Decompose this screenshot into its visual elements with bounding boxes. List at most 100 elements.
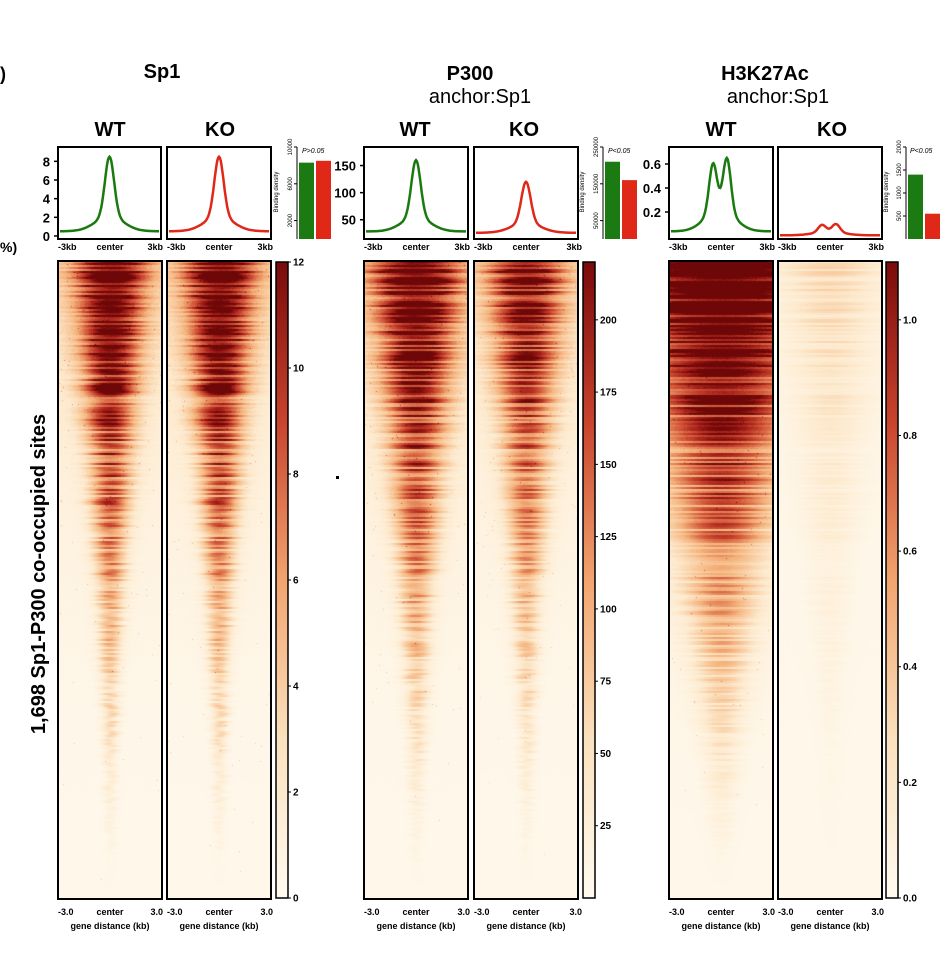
profile-x-tick: center <box>96 242 124 252</box>
profile-x-tick: -3kb <box>778 242 797 252</box>
heatmap-x-tick: 3.0 <box>762 907 775 917</box>
bar-y-tick-label: 1000 <box>897 186 903 200</box>
heatmap-wt: -3.0 center 3.0 gene distance (kb) <box>57 260 163 931</box>
condition-label-wt: WT <box>705 119 736 141</box>
bar-marks: 500 1000 1500 2000 <box>897 140 940 239</box>
profile-x-tick: 3kb <box>257 242 273 252</box>
bar-marks: 50000 150000 250000 <box>594 136 637 239</box>
heatmap-x-tick: 3.0 <box>569 907 582 917</box>
heatmap-cells-wt <box>669 261 773 899</box>
profile-x-tick: center <box>816 242 844 252</box>
heatmap-x-tick: center <box>512 907 540 917</box>
bar-marks: 2000 6000 10000 <box>288 138 331 239</box>
profile-y-ticks: 0.2 0.4 0.6 <box>643 157 669 220</box>
bar-y-tick-label: 10000 <box>288 138 294 155</box>
colorbar-tick-label: 8 <box>293 470 299 481</box>
heatmap-cells-ko <box>167 261 271 899</box>
group-title: P300 <box>447 63 494 85</box>
heatmap-x-tick: -3.0 <box>58 907 74 917</box>
colorbar-tick-label: 0.2 <box>903 778 917 789</box>
profile-y-tick-label: 100 <box>334 186 356 201</box>
colorbar-tick-label: 6 <box>293 576 299 587</box>
group-subtitle: anchor:Sp1 <box>429 86 531 108</box>
bar-ko <box>622 180 637 239</box>
heatmap-x-tick: -3.0 <box>778 907 794 917</box>
heatmap-x-label: gene distance (kb) <box>179 921 258 931</box>
profile-plot-wt: -3kb center 3kb 50 100 150 <box>334 146 470 252</box>
profile-plot-ko: -3kb center 3kb <box>166 146 273 252</box>
group-p300: P300 anchor:Sp1 WT KO -3kb center 3kb 50… <box>334 63 637 931</box>
profile-y-tick-label: 0.2 <box>643 205 661 220</box>
colorbar-tick-label: 4 <box>293 682 299 693</box>
bar-y-label: Binding density <box>274 172 280 213</box>
profile-y-tick-label: 6 <box>43 173 50 188</box>
colorbar-tick-label: 1.0 <box>903 315 917 326</box>
condition-label-ko: KO <box>205 119 235 141</box>
bar-ko <box>316 160 331 239</box>
heatmap-x-tick: center <box>707 907 735 917</box>
profile-x-tick: center <box>402 242 430 252</box>
edge-label-left: ) <box>0 64 6 84</box>
colorbar-tick-label: 10 <box>293 364 305 375</box>
heatmap-x-label: gene distance (kb) <box>681 921 760 931</box>
condition-label-ko: KO <box>817 119 847 141</box>
colorbar-ticks: 0 2 4 6 8 10 12 <box>288 258 305 905</box>
colorbar-tick-label: 0.0 <box>903 894 917 905</box>
heatmap-cells-wt <box>364 261 468 899</box>
colorbar-ticks: 25 50 75 100 125 150 175 200 <box>595 315 617 832</box>
p-value-label: P<0.05 <box>608 148 630 155</box>
colorbar: 0.0 0.2 0.4 0.6 0.8 1.0 <box>885 261 917 905</box>
bar-y-tick-label: 2000 <box>288 213 294 227</box>
edge-label-percent: %) <box>0 239 17 255</box>
colorbar-tick-label: 2 <box>293 788 299 799</box>
bar-y-tick-label: 50000 <box>594 212 600 229</box>
heatmap-x-tick: 3.0 <box>260 907 273 917</box>
profile-x-tick: center <box>512 242 540 252</box>
y-axis-title: 1,698 Sp1-P300 co-occupied sites <box>28 414 50 734</box>
profile-x-tick: -3kb <box>364 242 383 252</box>
colorbar-tick-label: 0.6 <box>903 547 917 558</box>
profile-x-tick: -3kb <box>167 242 186 252</box>
heatmap-ko: -3.0 center 3.0 gene distance (kb) <box>473 260 582 931</box>
profile-x-tick: 3kb <box>868 242 884 252</box>
binding-density-bar-chart: 2000 6000 10000 P>0.05 Binding density <box>274 138 331 239</box>
profile-x-tick: 3kb <box>454 242 470 252</box>
p-value-label: P<0.05 <box>910 148 932 155</box>
group-title: H3K27Ac <box>721 63 809 85</box>
heatmap-x-label: gene distance (kb) <box>70 921 149 931</box>
profile-y-tick-label: 0 <box>43 229 50 244</box>
colorbar-tick-label: 200 <box>600 315 617 326</box>
binding-density-bar-chart: 500 1000 1500 2000 P<0.05 Binding density <box>884 140 940 239</box>
profile-x-tick: 3kb <box>147 242 163 252</box>
profile-curve-ko <box>169 154 269 233</box>
heatmap-x-label: gene distance (kb) <box>486 921 565 931</box>
colorbar-tick-label: 0.4 <box>903 662 917 673</box>
bar-wt <box>299 162 314 239</box>
profile-y-tick-label: 2 <box>43 210 50 225</box>
group-h3k27ac: H3K27Ac anchor:Sp1 WT KO -3kb center 3kb… <box>643 63 940 931</box>
heatmap-cells-ko <box>474 261 578 899</box>
profile-y-ticks: 0 2 4 6 8 <box>43 154 58 244</box>
heatmap-x-tick: -3.0 <box>364 907 380 917</box>
colorbar-tick-label: 75 <box>600 677 612 688</box>
profile-plot-ko: -3kb center 3kb <box>777 146 884 252</box>
profile-y-ticks: 50 100 150 <box>334 159 364 228</box>
profile-curve-wt <box>670 155 771 233</box>
condition-label-ko: KO <box>509 119 539 141</box>
colorbar-tick-label: 50 <box>600 749 612 760</box>
bar-y-tick-label: 1500 <box>897 163 903 177</box>
profile-curve-wt <box>366 158 466 233</box>
heatmap-x-tick: center <box>205 907 233 917</box>
bar-y-label: Binding density <box>580 172 586 213</box>
condition-label-wt: WT <box>399 119 430 141</box>
group-subtitle: anchor:Sp1 <box>727 86 829 108</box>
heatmap-ko: -3.0 center 3.0 gene distance (kb) <box>166 260 273 931</box>
heatmap-x-tick: -3.0 <box>474 907 490 917</box>
bar-y-tick-label: 6000 <box>288 176 294 190</box>
profile-x-tick: 3kb <box>566 242 582 252</box>
group-sp1: Sp1 WT KO -3kb center 3kb 0 2 4 6 8 -3kb cen… <box>43 61 331 931</box>
condition-label-wt: WT <box>94 119 125 141</box>
colorbar: 25 50 75 100 125 150 175 200 <box>582 261 617 899</box>
colorbar-tick-label: 125 <box>600 532 617 543</box>
heatmap-x-tick: 3.0 <box>150 907 163 917</box>
